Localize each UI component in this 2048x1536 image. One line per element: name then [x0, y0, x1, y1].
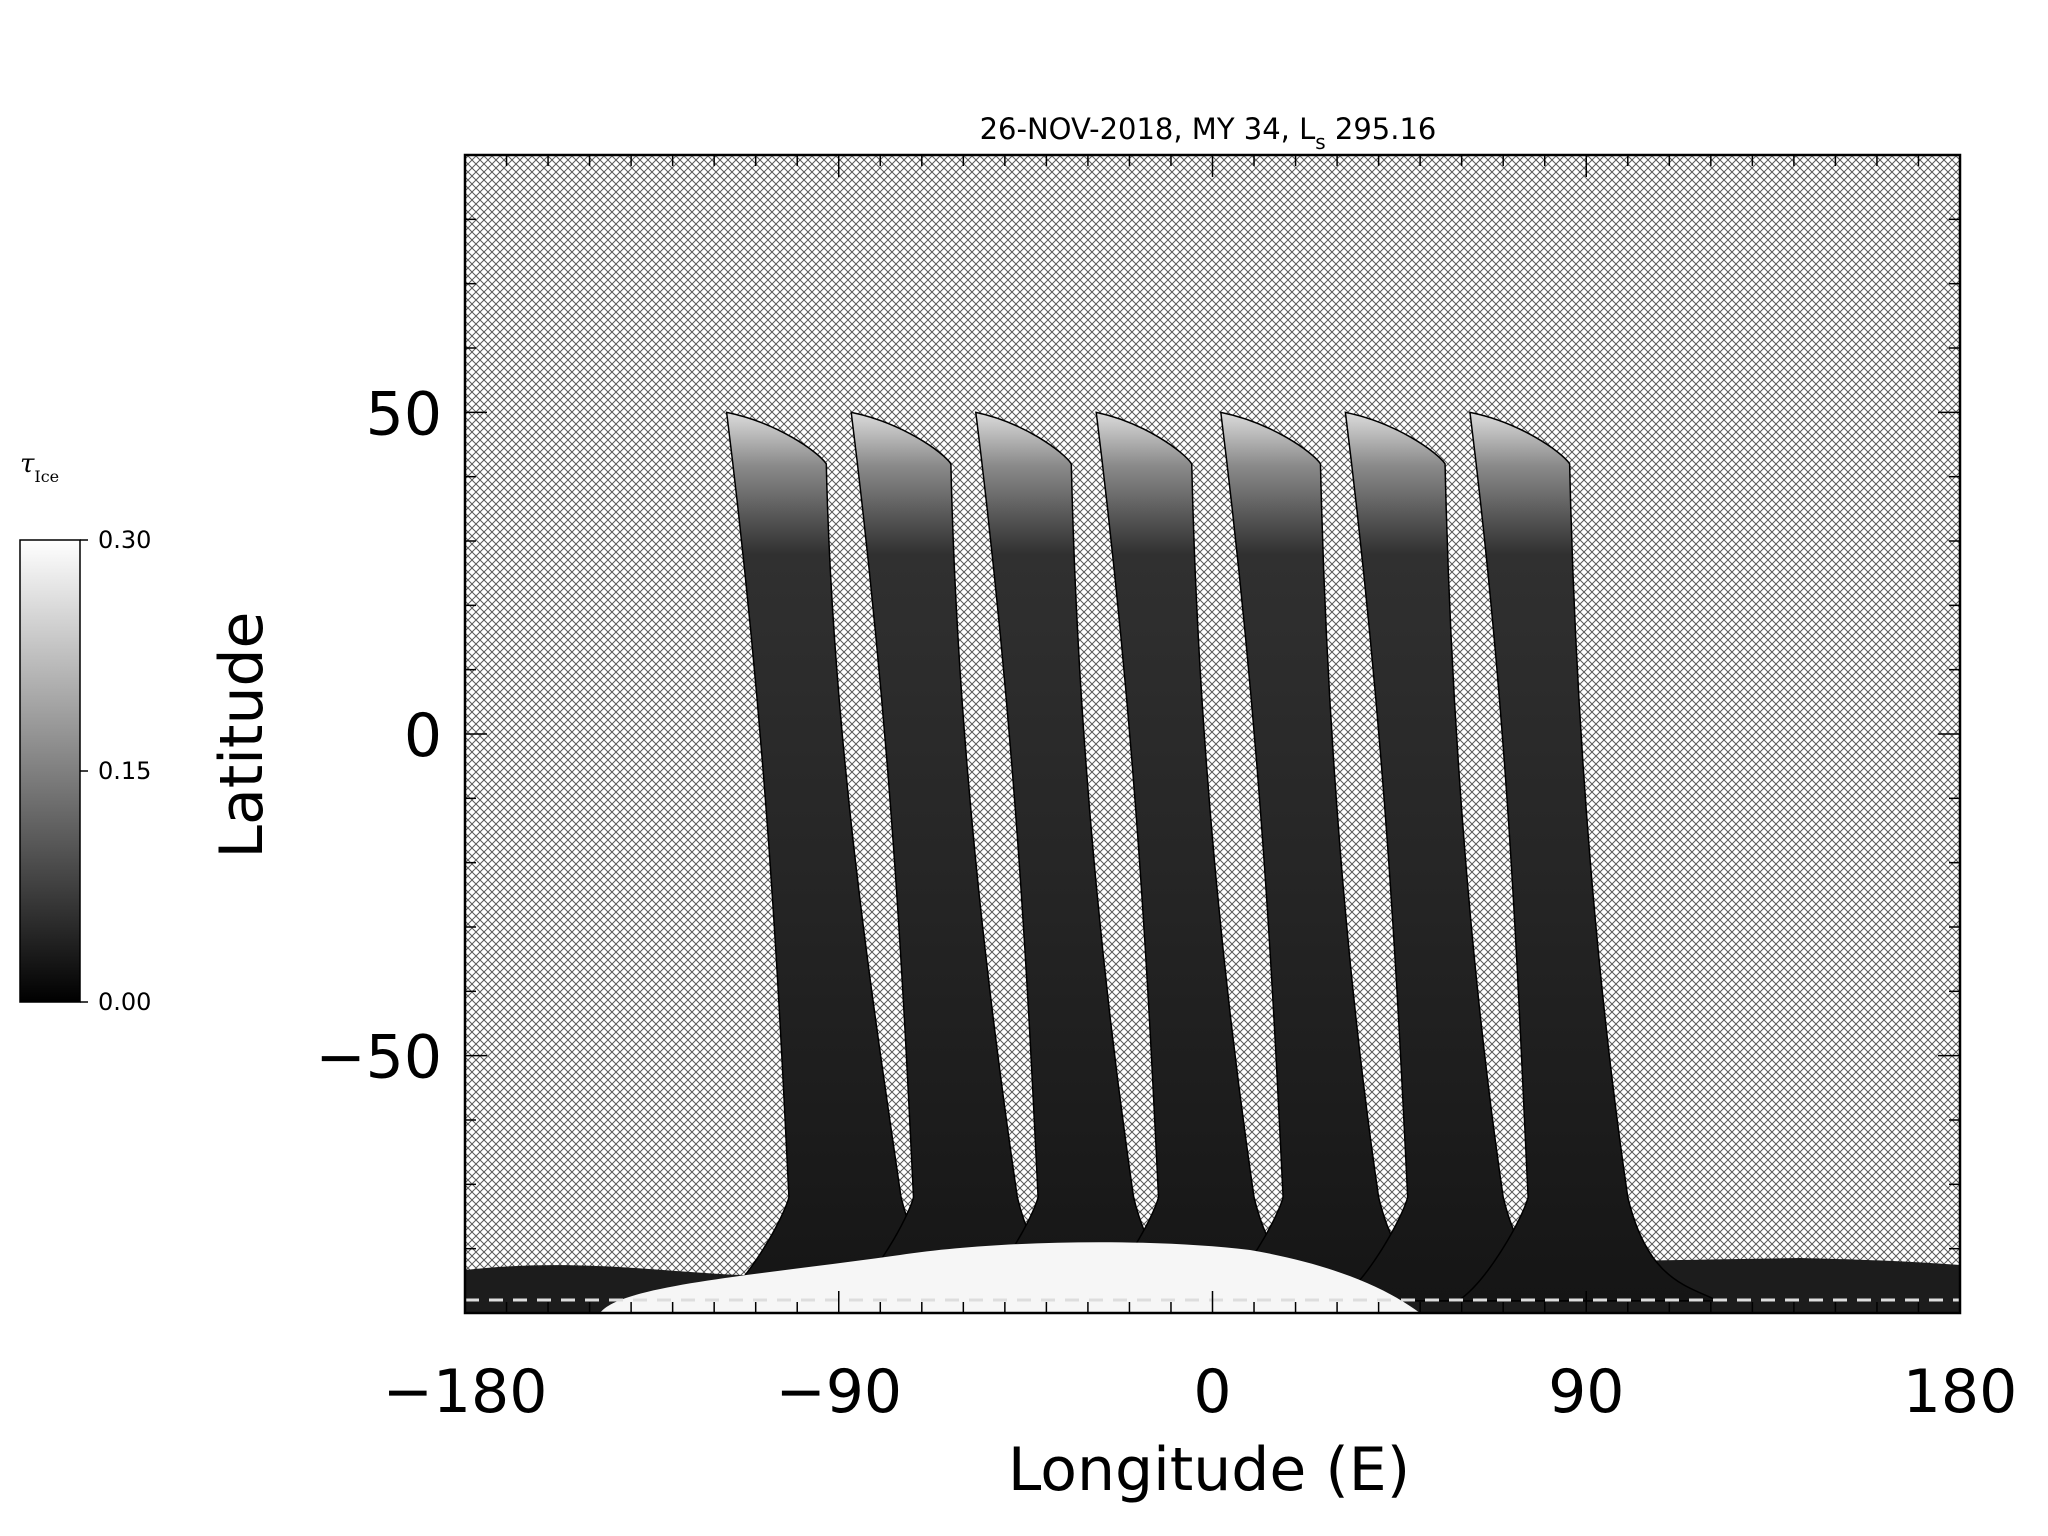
colorbar-tick-label: 0.15 [98, 757, 151, 785]
chart-title: 26-NOV-2018, MY 34, Ls 295.16 [980, 112, 1437, 154]
plot-area [465, 155, 1960, 1313]
colorbar-title: τIce [20, 449, 59, 486]
swaths-layer [716, 411, 1719, 1302]
colorbar-tick-label: 0.30 [98, 526, 151, 554]
chart-title-main: 26-NOV-2018, MY 34, L [980, 112, 1316, 146]
y-tick-label: 50 [366, 379, 442, 449]
ticks-layer: −180 −90 0 90 180 −50 0 50 [315, 154, 2018, 1427]
x-axis-label: Longitude (E) [1008, 1435, 1410, 1505]
colorbar: τIce 0.00 0.15 0.30 [19, 449, 151, 1016]
swath-7 [1455, 411, 1719, 1302]
colorbar-title-main: τ [20, 449, 35, 479]
x-tick-label: −90 [775, 1357, 902, 1427]
south-polar-cap [600, 1242, 1420, 1313]
colorbar-tick-label: 0.00 [98, 988, 151, 1016]
y-axis-label: Latitude [207, 612, 277, 859]
x-tick-label: 90 [1548, 1357, 1624, 1427]
colorbar-title-subscript: Ice [34, 467, 59, 486]
x-tick-label: −180 [383, 1357, 548, 1427]
y-tick-label: −50 [315, 1023, 442, 1093]
x-tick-label: 180 [1903, 1357, 2018, 1427]
chart-title-value: 295.16 [1326, 112, 1437, 146]
x-tick-label: 0 [1193, 1357, 1231, 1427]
chart-title-subscript: s [1315, 130, 1325, 154]
colorbar-gradient [19, 539, 81, 1003]
y-tick-label: 0 [404, 701, 442, 771]
colorbar-ticks: 0.00 0.15 0.30 [80, 526, 151, 1016]
